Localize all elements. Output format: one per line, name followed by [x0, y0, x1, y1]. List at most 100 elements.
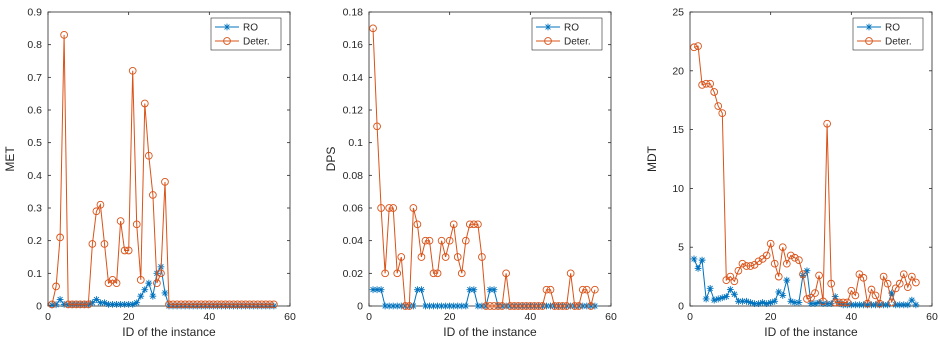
- data-point: [381, 269, 389, 278]
- y-tick-label: 0.5: [27, 137, 42, 149]
- x-tick-label: 20: [123, 311, 135, 323]
- data-point: [690, 43, 698, 52]
- data-point: [124, 246, 133, 255]
- data-point: [434, 302, 441, 310]
- data-point: [238, 302, 245, 310]
- data-point: [205, 302, 213, 310]
- data-point: [474, 302, 482, 310]
- data-point: [144, 151, 153, 160]
- data-point: [92, 207, 101, 216]
- data-point: [888, 289, 896, 297]
- data-point: [510, 302, 519, 310]
- series-line-1: [372, 28, 596, 307]
- data-point: [462, 302, 470, 310]
- data-point: [461, 236, 470, 245]
- data-point: [546, 285, 555, 294]
- data-point: [250, 302, 258, 310]
- data-point: [880, 301, 887, 309]
- data-point: [490, 302, 498, 310]
- legend-marker: [223, 23, 231, 31]
- data-point: [860, 301, 867, 309]
- data-point: [566, 269, 575, 278]
- data-point: [441, 253, 450, 261]
- data-point: [128, 66, 137, 75]
- data-point: [221, 300, 230, 309]
- data-point: [787, 297, 795, 305]
- data-point: [80, 300, 89, 309]
- data-point: [900, 301, 908, 309]
- data-point: [912, 301, 920, 309]
- data-point: [770, 259, 779, 268]
- data-point: [839, 298, 848, 307]
- data-point: [856, 301, 863, 309]
- y-tick-label: 0.1: [27, 268, 42, 280]
- data-point: [578, 285, 587, 294]
- x-tick-label: 60: [284, 311, 296, 323]
- data-point: [867, 285, 876, 294]
- data-point: [831, 298, 840, 307]
- data-point: [843, 301, 851, 309]
- data-point: [52, 301, 60, 309]
- data-point: [253, 300, 262, 309]
- data-point: [261, 300, 270, 309]
- data-point: [486, 286, 494, 294]
- data-point: [430, 302, 437, 310]
- data-point: [847, 301, 855, 309]
- plot-frame: [47, 11, 291, 307]
- legend-box: [852, 17, 924, 51]
- legend-label: RO: [885, 23, 900, 34]
- y-tick-label: 0.12: [343, 105, 364, 117]
- data-point: [245, 300, 254, 309]
- y-tick-label: 20: [672, 65, 684, 77]
- data-point: [710, 296, 718, 304]
- data-point: [591, 285, 599, 294]
- data-point: [409, 204, 418, 212]
- data-point: [72, 300, 81, 309]
- data-point: [827, 279, 836, 288]
- data-point: [851, 301, 859, 309]
- data-point: [169, 300, 177, 309]
- data-point: [547, 302, 554, 310]
- legend-marker: [223, 37, 231, 45]
- data-point: [811, 289, 819, 297]
- legend-label: Deter.: [564, 37, 591, 48]
- data-point: [887, 298, 896, 307]
- data-point: [718, 294, 726, 302]
- data-point: [257, 300, 266, 309]
- data-point: [490, 286, 498, 294]
- data-point: [458, 302, 466, 310]
- data-point: [871, 291, 880, 300]
- y-tick-label: 0.6: [27, 105, 42, 117]
- legend-box: [531, 17, 603, 51]
- chart-panel: 0 0.02 0.04 0.06 0.08 0.1 0.12 0.14 0.16 0.18 0 20 4…: [324, 7, 617, 340]
- data-point: [100, 240, 109, 248]
- data-point: [165, 300, 173, 309]
- data-point: [218, 302, 225, 310]
- data-point: [766, 239, 775, 248]
- legend-marker: [544, 23, 552, 31]
- data-point: [125, 300, 133, 308]
- data-point: [827, 300, 835, 308]
- data-point: [197, 300, 206, 309]
- data-point: [149, 292, 157, 300]
- data-point: [121, 300, 129, 308]
- data-point: [782, 259, 791, 268]
- data-point: [908, 296, 916, 304]
- data-point: [401, 302, 410, 310]
- y-tick-label: 0.18: [343, 7, 364, 19]
- y-tick-label: 0.1: [348, 137, 363, 149]
- data-point: [60, 31, 68, 39]
- data-point: [835, 300, 843, 308]
- data-point: [88, 240, 97, 248]
- data-point: [502, 269, 510, 278]
- data-point: [747, 299, 754, 306]
- data-point: [226, 302, 233, 310]
- data-point: [373, 286, 381, 294]
- data-point: [783, 276, 791, 284]
- data-point: [903, 283, 912, 292]
- data-point: [270, 302, 278, 310]
- data-point: [722, 293, 730, 300]
- y-tick-label: 0.14: [343, 72, 364, 84]
- data-point: [60, 300, 68, 308]
